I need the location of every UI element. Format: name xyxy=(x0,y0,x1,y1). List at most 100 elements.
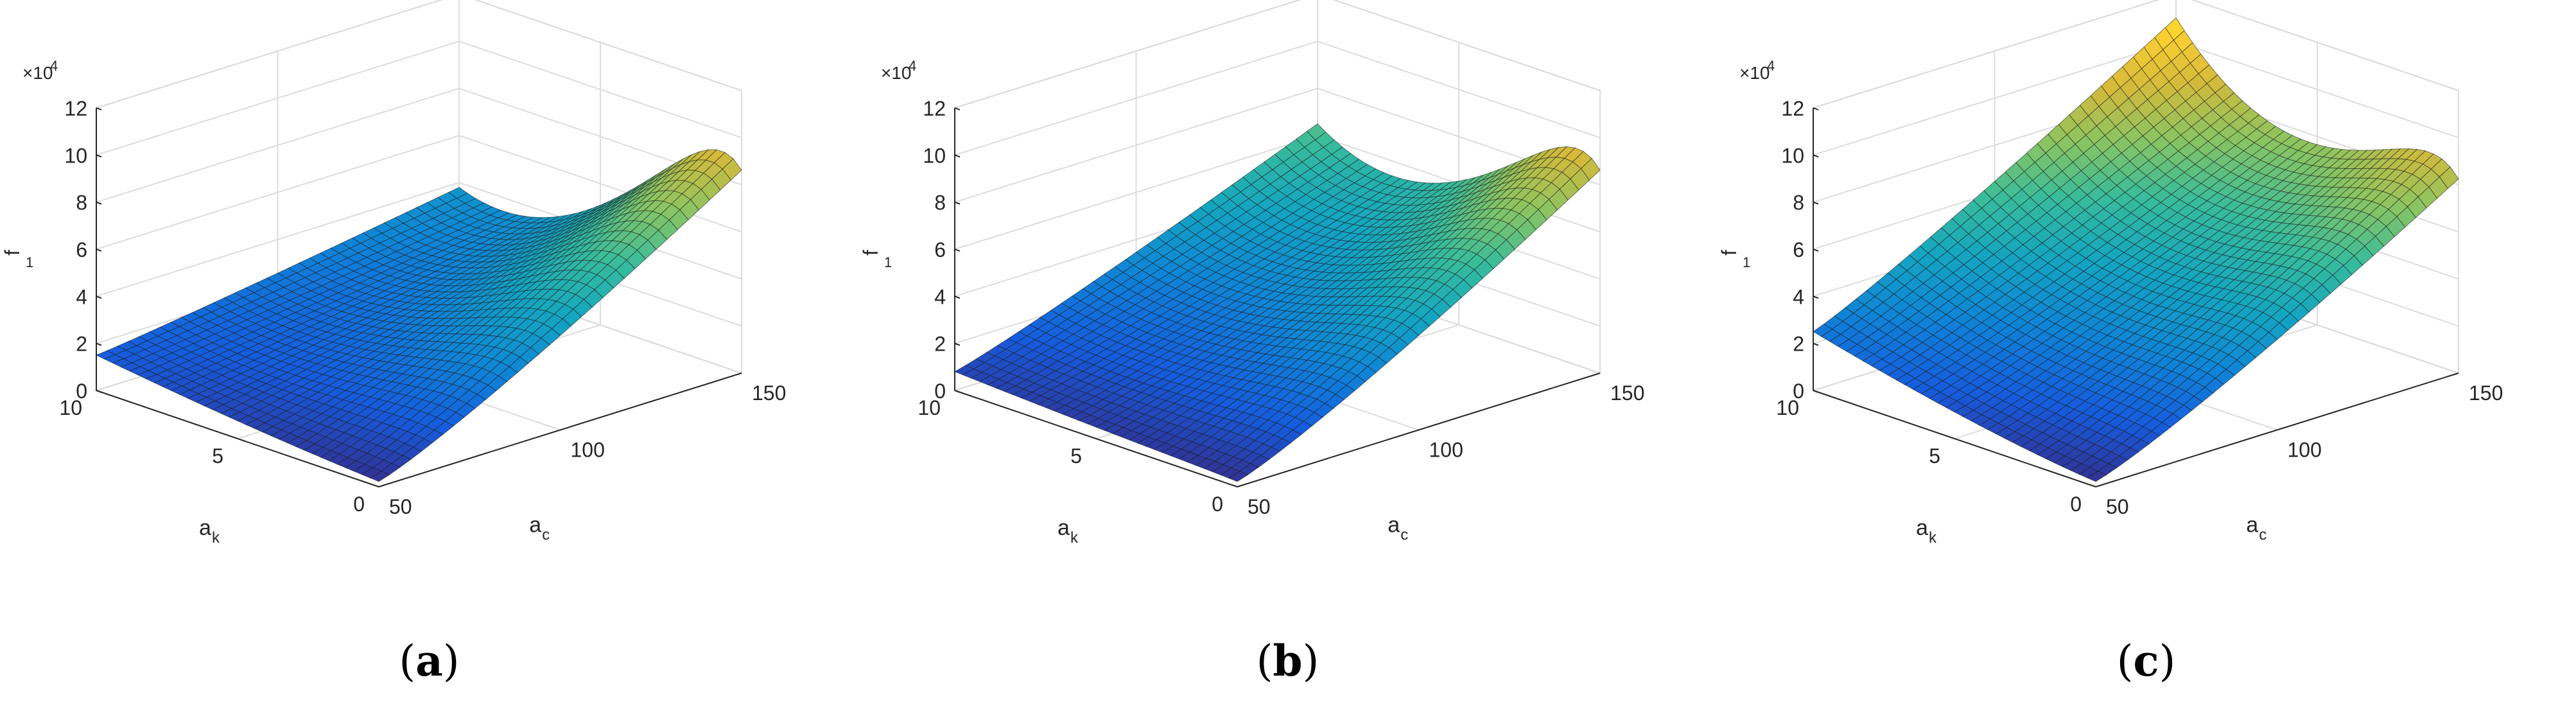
z-tick-label: 10 xyxy=(64,144,87,167)
z-tick xyxy=(96,342,102,346)
z-tick xyxy=(954,390,961,393)
z-tick xyxy=(954,295,961,299)
y-axis-label-sub: c xyxy=(2259,526,2267,543)
y-tick-label: 100 xyxy=(571,439,605,462)
surface-mesh xyxy=(953,123,1601,482)
z-scale-exponent: 4 xyxy=(1767,58,1775,74)
z-tick-label: 6 xyxy=(76,238,87,261)
x-tick-label: 10 xyxy=(1776,396,1799,419)
z-tick-label: 8 xyxy=(76,191,87,214)
z-tick xyxy=(1813,201,1819,205)
z-tick xyxy=(96,295,102,299)
y-axis-line xyxy=(2095,372,2459,487)
z-tick-label: 8 xyxy=(1793,191,1804,214)
x-axis-line xyxy=(96,390,379,487)
z-scale-factor: ×10 xyxy=(22,63,53,83)
x-axis-label-sub: k xyxy=(1070,529,1079,547)
x-axis-label: a xyxy=(1057,516,1070,540)
x-tick-label: 5 xyxy=(1070,444,1082,468)
z-tick-label: 0 xyxy=(1793,380,1804,403)
z-tick-label: 4 xyxy=(76,285,87,308)
z-tick-label: 12 xyxy=(1781,97,1804,120)
z-tick-label: 4 xyxy=(934,285,946,308)
z-tick-label: 6 xyxy=(1793,238,1804,261)
z-tick xyxy=(96,154,102,158)
y-tick-label: 50 xyxy=(2106,495,2129,518)
z-scale-exponent: 4 xyxy=(50,58,58,74)
z-tick-label: 0 xyxy=(76,380,87,403)
y-axis-line xyxy=(378,372,742,487)
y-tick-label: 150 xyxy=(1610,381,1644,405)
caption-a: (a) xyxy=(399,636,460,686)
y-tick-label: 100 xyxy=(2288,439,2322,462)
y-axis-label-sub: c xyxy=(1400,526,1408,543)
z-tick xyxy=(96,390,102,393)
panel-a: 0 2 4 6 8 10 12 ×10 4 f 1 0 5 10 a k 50 100 150 a c (a) xyxy=(0,0,858,709)
surface-mesh xyxy=(1813,17,2459,482)
z-tick xyxy=(96,201,102,205)
y-tick-label: 100 xyxy=(1429,439,1463,462)
z-tick xyxy=(1813,390,1819,393)
z-axis-label-sub: 1 xyxy=(1743,254,1750,270)
z-tick xyxy=(1813,107,1819,110)
panel-b: 0 2 4 6 8 10 12 ×10 4 f 1 0 5 10 a k 50 100 150 a c (b) xyxy=(858,0,1717,709)
z-scale-factor: ×10 xyxy=(1739,63,1770,83)
z-tick xyxy=(1813,295,1819,299)
z-gridline xyxy=(96,0,742,109)
z-tick-label: 10 xyxy=(1781,144,1804,167)
z-tick-label: 8 xyxy=(934,191,946,214)
z-gridline xyxy=(954,0,1601,109)
z-tick-label: 2 xyxy=(76,333,87,356)
z-axis-label: f xyxy=(1,250,24,256)
z-tick xyxy=(1813,342,1819,346)
surface-patch xyxy=(1228,471,1249,482)
z-tick-label: 0 xyxy=(934,380,946,403)
z-scale-factor: ×10 xyxy=(881,63,912,83)
z-tick-label: 12 xyxy=(923,97,946,120)
z-tick xyxy=(954,154,961,158)
z-axis-label: f xyxy=(1718,250,1741,256)
z-axis-label-sub: 1 xyxy=(884,254,892,270)
z-tick-label: 10 xyxy=(923,144,946,167)
z-axis-label: f xyxy=(859,250,882,256)
z-tick xyxy=(1813,249,1819,252)
x-tick-label: 0 xyxy=(1212,493,1223,516)
z-tick xyxy=(954,201,961,205)
panel-c: 0 2 4 6 8 10 12 ×10 4 f 1 0 5 10 a k 50 100 150 a c (c) xyxy=(1717,0,2575,709)
surface-patch xyxy=(2087,471,2107,482)
y-axis-label: a xyxy=(529,512,541,537)
x-axis-label-sub: k xyxy=(1929,529,1937,547)
y-axis-label: a xyxy=(1388,512,1400,537)
surface-mesh xyxy=(95,149,742,482)
x-tick-label: 10 xyxy=(59,396,82,419)
z-tick-label: 4 xyxy=(1793,285,1804,308)
y-tick-label: 150 xyxy=(2469,381,2503,405)
x-tick-label: 0 xyxy=(2070,493,2082,516)
z-gridline xyxy=(1813,0,2459,109)
x-axis-line xyxy=(1813,390,2096,487)
z-tick xyxy=(954,342,961,346)
x-axis-line xyxy=(954,390,1238,487)
z-scale-exponent: 4 xyxy=(909,58,916,74)
y-axis-label-sub: c xyxy=(542,526,550,543)
x-tick-label: 5 xyxy=(1929,444,1940,468)
x-tick-label: 10 xyxy=(918,396,941,419)
z-tick xyxy=(96,107,102,110)
z-tick xyxy=(954,249,961,252)
x-tick-label: 0 xyxy=(353,493,365,516)
z-tick xyxy=(954,107,961,110)
x-tick-label: 5 xyxy=(212,444,223,468)
z-axis-label-sub: 1 xyxy=(26,254,33,270)
x-axis-label: a xyxy=(199,516,211,540)
caption-c: (c) xyxy=(2116,636,2176,686)
z-tick-label: 2 xyxy=(1793,333,1804,356)
z-tick xyxy=(1813,154,1819,158)
caption-b: (b) xyxy=(1256,636,1319,686)
z-tick-label: 6 xyxy=(934,238,946,261)
z-tick-label: 2 xyxy=(934,333,946,356)
x-axis-label-sub: k xyxy=(212,529,220,547)
z-tick xyxy=(96,249,102,252)
